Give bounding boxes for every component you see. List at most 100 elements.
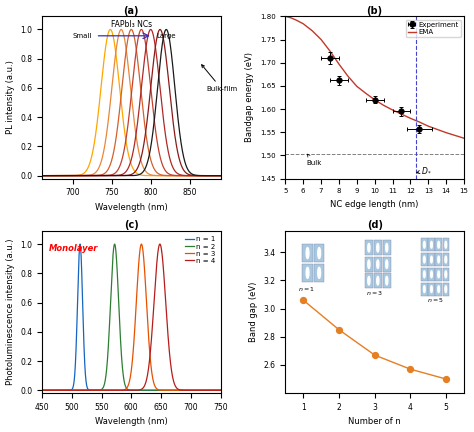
n = 3 bbox=[218, 388, 223, 393]
Bar bbox=[383, 273, 391, 288]
Circle shape bbox=[386, 260, 388, 268]
Circle shape bbox=[386, 244, 388, 252]
Circle shape bbox=[306, 248, 309, 259]
Bar bbox=[374, 257, 382, 272]
Bar bbox=[302, 264, 313, 282]
Text: $n = 3$: $n = 3$ bbox=[366, 289, 383, 297]
Bar bbox=[302, 244, 313, 262]
n = 2 bbox=[60, 388, 65, 393]
Title: (c): (c) bbox=[124, 220, 139, 230]
Circle shape bbox=[438, 256, 439, 263]
Y-axis label: Photoluminescence intensity (a.u.): Photoluminescence intensity (a.u.) bbox=[6, 239, 15, 385]
Text: FAPbI₃ NCs: FAPbI₃ NCs bbox=[111, 19, 152, 29]
Legend: n = 1, n = 2, n = 3, n = 4: n = 1, n = 2, n = 3, n = 4 bbox=[183, 235, 217, 266]
n = 3 bbox=[195, 388, 201, 393]
Circle shape bbox=[318, 248, 320, 259]
Circle shape bbox=[368, 244, 370, 252]
Title: (b): (b) bbox=[366, 6, 383, 16]
Circle shape bbox=[377, 244, 379, 252]
Circle shape bbox=[306, 267, 309, 278]
X-axis label: NC edge length (nm): NC edge length (nm) bbox=[330, 200, 419, 209]
Text: $n = 5$: $n = 5$ bbox=[427, 296, 444, 304]
Bar bbox=[365, 273, 373, 288]
n = 2 bbox=[39, 388, 45, 393]
Line: n = 4: n = 4 bbox=[42, 244, 220, 390]
Text: Bulk-film: Bulk-film bbox=[201, 65, 237, 92]
Bar bbox=[374, 273, 382, 288]
Bar bbox=[428, 283, 435, 296]
Bar bbox=[421, 268, 428, 281]
Circle shape bbox=[438, 241, 439, 248]
Text: Small: Small bbox=[73, 33, 92, 39]
Text: $n = 1$: $n = 1$ bbox=[298, 285, 315, 292]
Circle shape bbox=[445, 241, 447, 248]
Bar bbox=[436, 268, 442, 281]
Y-axis label: Bandgap energy (eV): Bandgap energy (eV) bbox=[246, 52, 255, 143]
Circle shape bbox=[438, 271, 439, 278]
Circle shape bbox=[423, 241, 425, 248]
EMA bbox=[354, 84, 360, 89]
n = 3 bbox=[39, 388, 45, 393]
Point bbox=[407, 366, 414, 373]
Circle shape bbox=[368, 260, 370, 268]
n = 4 bbox=[195, 388, 201, 393]
Bar bbox=[314, 244, 324, 262]
EMA bbox=[381, 103, 386, 108]
EMA bbox=[293, 17, 299, 22]
Bar bbox=[383, 257, 391, 272]
Circle shape bbox=[445, 286, 447, 292]
n = 2 bbox=[218, 388, 223, 393]
Circle shape bbox=[318, 267, 320, 278]
n = 1 bbox=[60, 388, 65, 393]
Circle shape bbox=[423, 286, 425, 292]
Text: Bulk: Bulk bbox=[307, 154, 322, 166]
EMA bbox=[283, 14, 288, 19]
n = 3 bbox=[60, 388, 65, 393]
Circle shape bbox=[386, 276, 388, 285]
n = 3 bbox=[214, 388, 220, 393]
n = 1 bbox=[77, 241, 83, 247]
EMA bbox=[408, 116, 413, 121]
Circle shape bbox=[377, 260, 379, 268]
Line: EMA: EMA bbox=[285, 16, 464, 138]
Bar bbox=[443, 283, 449, 296]
n = 3 bbox=[70, 388, 76, 393]
Bar bbox=[443, 238, 449, 251]
Bar bbox=[443, 268, 449, 281]
EMA bbox=[399, 111, 404, 117]
Y-axis label: PL intensity (a.u.): PL intensity (a.u.) bbox=[6, 60, 15, 134]
Bar bbox=[428, 253, 435, 266]
Point bbox=[442, 375, 450, 382]
Title: (d): (d) bbox=[367, 220, 383, 230]
Text: $D_*$: $D_*$ bbox=[417, 165, 433, 175]
Point bbox=[300, 297, 307, 304]
n = 1 bbox=[175, 388, 181, 393]
n = 1 bbox=[218, 388, 223, 393]
EMA bbox=[310, 28, 315, 33]
Point bbox=[371, 352, 378, 359]
Text: Large: Large bbox=[156, 33, 176, 39]
Point bbox=[335, 326, 343, 333]
n = 3 bbox=[138, 241, 144, 247]
n = 2 bbox=[108, 301, 113, 306]
Bar bbox=[436, 283, 442, 296]
Bar bbox=[383, 240, 391, 255]
Bar bbox=[421, 238, 428, 251]
EMA bbox=[390, 108, 395, 113]
Bar bbox=[421, 253, 428, 266]
n = 4 bbox=[108, 388, 113, 393]
Circle shape bbox=[431, 241, 432, 248]
n = 4 bbox=[39, 388, 45, 393]
EMA bbox=[372, 97, 377, 102]
Text: Monolayer: Monolayer bbox=[49, 244, 99, 253]
Circle shape bbox=[423, 271, 425, 278]
EMA bbox=[301, 21, 306, 26]
EMA bbox=[452, 133, 458, 138]
EMA bbox=[327, 48, 333, 54]
n = 1 bbox=[116, 388, 121, 393]
Circle shape bbox=[423, 256, 425, 263]
n = 3 bbox=[115, 388, 121, 393]
n = 2 bbox=[116, 291, 121, 296]
n = 2 bbox=[70, 388, 76, 393]
Title: (a): (a) bbox=[124, 6, 139, 16]
